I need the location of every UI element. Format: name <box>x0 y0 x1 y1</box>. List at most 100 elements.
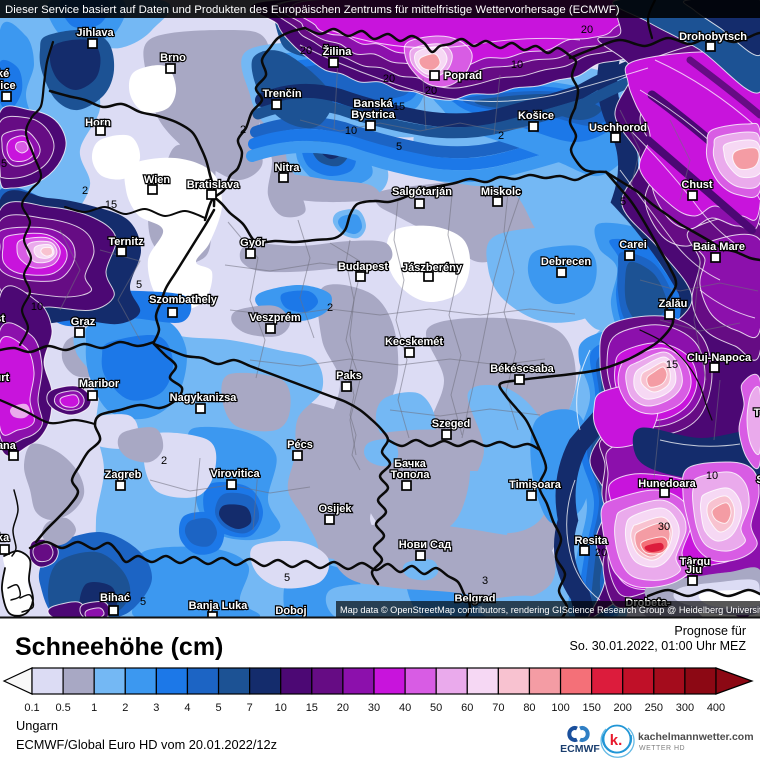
svg-text:Bystrica: Bystrica <box>351 109 395 121</box>
svg-text:WETTER HD: WETTER HD <box>639 745 685 752</box>
svg-text:250: 250 <box>645 702 663 714</box>
svg-text:20: 20 <box>425 85 437 97</box>
svg-text:4: 4 <box>184 702 190 714</box>
svg-text:Virovitica: Virovitica <box>210 468 260 480</box>
svg-text:Zalău: Zalău <box>659 298 688 310</box>
svg-text:20: 20 <box>383 73 395 85</box>
svg-text:Cluj-Napoca: Cluj-Napoca <box>687 352 752 364</box>
svg-text:Banja Luka: Banja Luka <box>189 600 249 612</box>
svg-text:Graz: Graz <box>71 316 96 328</box>
svg-text:2: 2 <box>240 124 246 136</box>
svg-text:Miskolc: Miskolc <box>481 186 521 198</box>
svg-text:5: 5 <box>215 702 221 714</box>
svg-text:10: 10 <box>706 470 718 482</box>
svg-text:Chust: Chust <box>681 179 713 191</box>
svg-text:70: 70 <box>492 702 504 714</box>
svg-text:15: 15 <box>306 702 318 714</box>
svg-text:Brno: Brno <box>160 52 186 64</box>
svg-text:30: 30 <box>368 702 380 714</box>
svg-text:20: 20 <box>595 547 607 559</box>
svg-text:150: 150 <box>582 702 600 714</box>
svg-text:ECMWF: ECMWF <box>560 743 600 755</box>
svg-text:Poprad: Poprad <box>444 70 482 82</box>
svg-text:Prognose für: Prognose für <box>674 624 746 638</box>
svg-text:50: 50 <box>430 702 442 714</box>
svg-text:k.: k. <box>610 732 623 749</box>
svg-text:Jiu: Jiu <box>686 564 702 576</box>
svg-text:So. 30.01.2022, 01:00 Uhr MEZ: So. 30.01.2022, 01:00 Uhr MEZ <box>570 639 747 653</box>
svg-text:Târgu: Târgu <box>680 556 711 568</box>
svg-text:Veszprém: Veszprém <box>249 312 301 324</box>
svg-text:Bratislava: Bratislava <box>187 179 240 191</box>
svg-text:Топола: Топола <box>391 469 431 481</box>
svg-text:80: 80 <box>523 702 535 714</box>
svg-text:Žilina: Žilina <box>323 45 353 58</box>
svg-text:st: st <box>0 313 5 325</box>
svg-text:30: 30 <box>658 521 670 533</box>
svg-text:20: 20 <box>581 24 593 36</box>
svg-text:Doboj: Doboj <box>275 605 306 617</box>
svg-text:15: 15 <box>666 359 678 371</box>
svg-text:60: 60 <box>461 702 473 714</box>
svg-text:Zagreb: Zagreb <box>105 469 142 481</box>
svg-text:10: 10 <box>275 702 287 714</box>
svg-text:oljana: oljana <box>0 440 17 452</box>
svg-text:Jihlava: Jihlava <box>76 27 114 39</box>
svg-text:5: 5 <box>140 596 146 608</box>
svg-text:10: 10 <box>345 125 357 137</box>
svg-text:1: 1 <box>91 702 97 714</box>
svg-text:Hunedoara: Hunedoara <box>638 478 696 490</box>
svg-text:40: 40 <box>399 702 411 714</box>
svg-text:Nitra: Nitra <box>274 162 300 174</box>
svg-text:2: 2 <box>122 702 128 714</box>
svg-text:20: 20 <box>337 702 349 714</box>
svg-text:Нови Сад: Нови Сад <box>399 539 451 551</box>
svg-text:2: 2 <box>161 455 167 467</box>
svg-text:Szeged: Szeged <box>432 418 471 430</box>
svg-text:Resita: Resita <box>574 535 608 547</box>
svg-text:Drohobytsch: Drohobytsch <box>679 31 747 43</box>
svg-text:Debrecen: Debrecen <box>541 256 591 268</box>
svg-text:furt: furt <box>0 372 9 384</box>
svg-text:Győr: Győr <box>240 237 266 249</box>
svg-text:Pécs: Pécs <box>287 439 313 451</box>
svg-text:Nagykanizsa: Nagykanizsa <box>170 392 238 404</box>
svg-text:Uschhorod: Uschhorod <box>589 122 647 134</box>
svg-text:5: 5 <box>620 196 626 208</box>
svg-text:Dieser Service basiert auf Dat: Dieser Service basiert auf Daten und Pro… <box>5 4 620 16</box>
svg-text:15: 15 <box>105 199 117 211</box>
svg-text:300: 300 <box>676 702 694 714</box>
svg-text:Kecskemét: Kecskemét <box>385 336 443 348</box>
svg-text:Tâ: Tâ <box>754 407 760 419</box>
svg-text:ské: ské <box>0 68 9 80</box>
svg-text:Бачка: Бачка <box>394 458 427 470</box>
svg-text:Bihać: Bihać <box>100 592 130 604</box>
svg-text:Paks: Paks <box>336 370 362 382</box>
svg-text:15: 15 <box>393 101 405 113</box>
svg-text:kachelmannwetter.com: kachelmannwetter.com <box>638 731 754 743</box>
svg-text:2: 2 <box>498 130 504 142</box>
svg-text:Ungarn: Ungarn <box>16 718 58 733</box>
svg-text:3: 3 <box>482 575 488 587</box>
svg-text:10: 10 <box>31 301 43 313</box>
svg-text:Wien: Wien <box>144 174 170 186</box>
svg-text:eka: eka <box>0 532 10 544</box>
svg-text:Maribor: Maribor <box>79 378 120 390</box>
svg-text:3: 3 <box>153 702 159 714</box>
svg-text:ECMWF/Global Euro HD vom 20.0: ECMWF/Global Euro HD vom 20.01.2022/12z <box>16 737 277 752</box>
svg-text:5: 5 <box>136 279 142 291</box>
svg-text:Map data © OpenStreetMap contr: Map data © OpenStreetMap contributors, r… <box>340 605 760 615</box>
svg-text:10: 10 <box>511 59 523 71</box>
svg-text:Ternitz: Ternitz <box>108 236 144 248</box>
svg-text:7: 7 <box>247 702 253 714</box>
svg-text:0.1: 0.1 <box>24 702 39 714</box>
svg-text:Szombathely: Szombathely <box>149 294 218 306</box>
svg-text:Košice: Košice <box>518 110 554 122</box>
svg-text:Békéscsaba: Békéscsaba <box>490 363 554 375</box>
svg-text:5: 5 <box>284 572 290 584</box>
svg-text:2: 2 <box>327 302 333 314</box>
svg-text:Osijek: Osijek <box>318 503 352 515</box>
svg-text:S: S <box>756 474 760 486</box>
svg-text:20: 20 <box>300 45 312 57</box>
svg-text:100: 100 <box>551 702 569 714</box>
